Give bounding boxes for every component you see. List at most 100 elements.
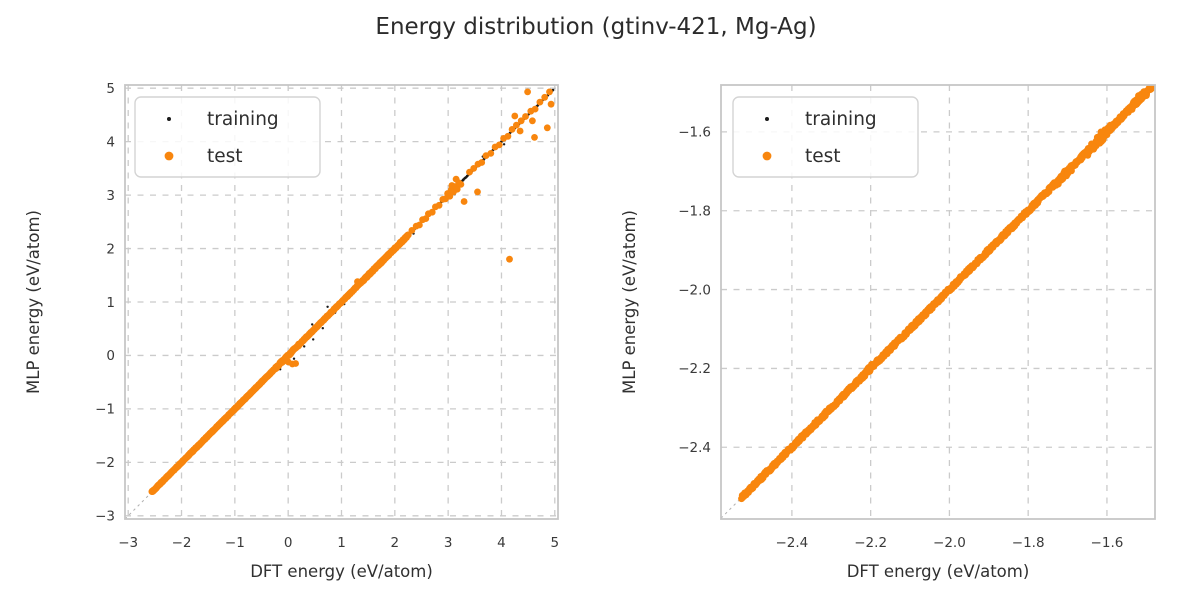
x-tick-label: −2.4: [775, 535, 808, 551]
scatter-point: [522, 113, 529, 120]
scatter-point: [1149, 85, 1155, 90]
scatter-point: [495, 141, 503, 149]
scatter-point: [460, 198, 468, 205]
scatter-point: [524, 88, 531, 96]
scatter-point: [547, 100, 555, 108]
y-tick-label: 2: [106, 241, 115, 257]
scatter-point: [531, 134, 538, 141]
y-tick-label: −2: [95, 455, 115, 471]
scatter-point: [543, 124, 551, 132]
right-plot-tick-labels: −2.4 −2.2 −2.0 −1.8 −1.6 −1.6 −1.8 −2.0 −2.2 −2.4: [678, 125, 1123, 551]
scatter-point: [487, 150, 495, 157]
scatter-point: [506, 255, 513, 263]
x-tick-label: −2: [172, 535, 192, 551]
scatter-point: [871, 360, 878, 368]
left-plot-spines: [124, 84, 559, 520]
x-tick-label: 2: [391, 535, 400, 551]
left-plot-plot-area: [125, 85, 558, 519]
right-plot-plot-area: [721, 85, 1155, 519]
legend-marker-training: [765, 117, 769, 121]
y-tick-label: −1: [95, 402, 115, 418]
scatter-point: [453, 185, 461, 193]
scatter-point: [448, 182, 456, 189]
left-plot: −3 −2 −1 0 1 2 3 4 5 −3 −2 −1 0 1 2 3 4 5 DFT energy (eV/a…: [24, 81, 559, 581]
scatter-point: [311, 323, 314, 326]
scatter-point: [416, 221, 423, 229]
right-plot: −2.4 −2.2 −2.0 −1.8 −1.6−1.6−1.8−2.0−2.2−2.4…: [620, 84, 1156, 581]
y-tick-label: −1.8: [678, 204, 711, 220]
scatter-point: [452, 175, 460, 183]
scatter-point: [1068, 167, 1075, 175]
left-plot-legend: training test: [134, 96, 321, 178]
x-tick-label: −2.0: [933, 535, 966, 551]
scatter-point: [474, 188, 481, 196]
scatter-point: [1097, 128, 1105, 136]
scatter-point: [457, 181, 465, 188]
legend-marker-test: [762, 151, 772, 161]
scatter-point: [470, 165, 478, 172]
left-plot-ylabel: MLP energy (eV/atom): [24, 210, 43, 394]
legend-box: [134, 96, 321, 178]
x-tick-label: −1: [225, 535, 245, 551]
figure-title: Energy distribution (gtinv-421, Mg-Ag): [375, 14, 817, 40]
scatter-point: [435, 201, 443, 209]
scatter-point: [408, 227, 416, 234]
scatter-point: [1135, 92, 1142, 99]
right-plot-spines: [720, 84, 1156, 520]
x-tick-label: −3: [118, 535, 138, 551]
legend-box: [732, 96, 919, 178]
right-plot-series-test: [738, 85, 1155, 503]
scatter-point: [312, 338, 315, 341]
legend-label-training: training: [207, 109, 279, 130]
y-tick-label: −3: [95, 509, 115, 525]
y-tick-label: 5: [106, 81, 115, 97]
left-plot-xlabel: DFT energy (eV/atom): [250, 562, 433, 581]
legend-label-training: training: [805, 109, 877, 130]
right-plot-grid: [721, 85, 1155, 519]
x-tick-label: 0: [284, 535, 293, 551]
left-plot-tick-labels: −3 −2 −1 0 1 2 3 4 5 −3 −2 −1 0 1 2 3 4 5: [95, 81, 559, 551]
scatter-point: [508, 125, 516, 133]
scatter-point: [541, 93, 549, 101]
right-plot-legend: training test: [732, 96, 919, 178]
y-tick-label: −2.2: [678, 361, 711, 377]
legend-marker-training: [167, 117, 171, 121]
y-tick-label: −2.0: [678, 282, 711, 298]
scatter-point: [303, 345, 306, 348]
x-tick-label: 4: [497, 535, 506, 551]
scatter-point: [321, 327, 324, 330]
scatter-point: [428, 208, 436, 216]
scatter-point: [536, 98, 544, 106]
legend-marker-test: [164, 151, 174, 161]
right-plot-ylabel: MLP energy (eV/atom): [620, 210, 639, 394]
legend-label-test: test: [805, 146, 841, 167]
x-tick-label: −1.6: [1091, 535, 1124, 551]
scatter-point: [516, 127, 524, 135]
y-tick-label: −2.4: [678, 440, 711, 456]
y-tick-label: 1: [106, 295, 115, 311]
y-tick-label: 4: [106, 134, 115, 150]
scatter-point: [1107, 123, 1115, 130]
scatter-point: [1143, 92, 1150, 99]
scatter-point: [282, 355, 290, 363]
x-tick-label: −2.2: [854, 535, 887, 551]
scatter-point: [504, 132, 512, 140]
scatter-point: [292, 360, 299, 367]
scatter-point: [1067, 162, 1075, 169]
y-tick-label: −1.6: [678, 125, 711, 141]
scatter-point: [531, 105, 539, 113]
scatter-point: [478, 159, 486, 166]
y-tick-label: 0: [106, 348, 115, 364]
scatter-point: [292, 357, 296, 360]
scatter-point: [546, 88, 553, 96]
x-tick-label: 3: [444, 535, 453, 551]
left-plot-series-test: [148, 88, 555, 495]
scatter-point: [502, 143, 506, 146]
x-tick-label: 5: [551, 535, 560, 551]
legend-label-test: test: [207, 146, 243, 167]
scatter-point: [529, 117, 536, 125]
scatter-point: [354, 278, 361, 286]
scatter-point: [513, 121, 520, 129]
